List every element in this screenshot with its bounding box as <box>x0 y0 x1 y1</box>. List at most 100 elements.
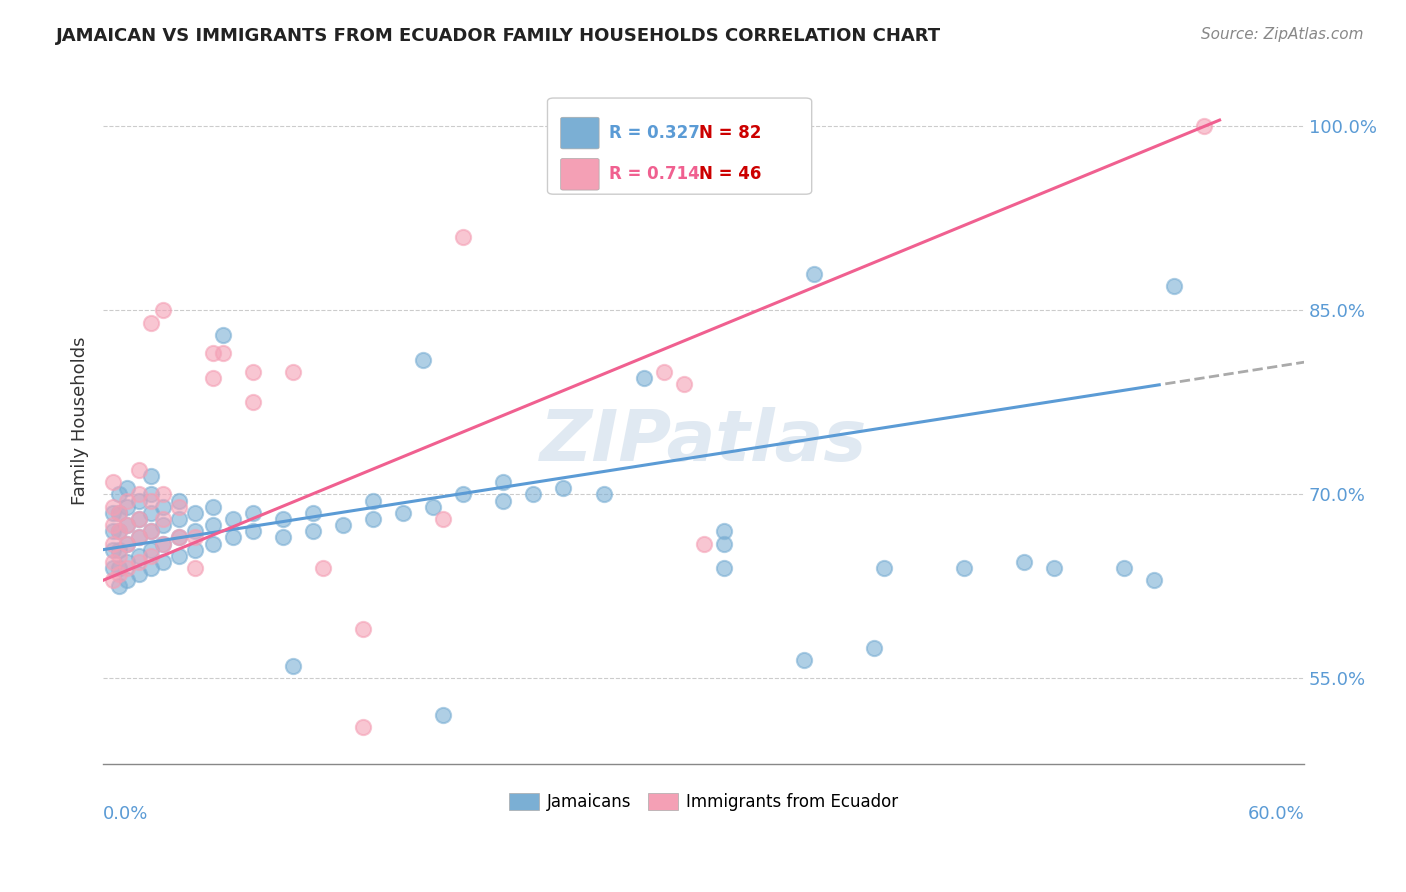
Point <box>115 493 138 508</box>
Point <box>101 500 124 514</box>
Point <box>141 487 163 501</box>
Point <box>422 500 444 514</box>
Point <box>128 487 150 501</box>
Point <box>108 542 131 557</box>
Point <box>108 567 131 582</box>
Point <box>128 512 150 526</box>
Point <box>101 518 124 533</box>
Point <box>167 512 190 526</box>
Point <box>115 574 138 588</box>
Point <box>392 506 415 520</box>
Point <box>1163 279 1185 293</box>
Y-axis label: Family Households: Family Households <box>72 336 89 505</box>
Point <box>115 518 138 533</box>
Point <box>152 518 174 533</box>
Point <box>652 365 675 379</box>
Point <box>352 721 374 735</box>
Point <box>184 524 207 539</box>
FancyBboxPatch shape <box>547 98 811 194</box>
Point <box>141 506 163 520</box>
Point <box>141 524 163 539</box>
Point <box>283 659 305 673</box>
FancyBboxPatch shape <box>561 159 599 190</box>
Point <box>271 530 294 544</box>
Point <box>108 524 131 539</box>
Text: R = 0.714: R = 0.714 <box>609 165 699 183</box>
Point <box>108 524 131 539</box>
Point <box>167 500 190 514</box>
Point <box>862 640 884 655</box>
Point <box>141 469 163 483</box>
Text: JAMAICAN VS IMMIGRANTS FROM ECUADOR FAMILY HOUSEHOLDS CORRELATION CHART: JAMAICAN VS IMMIGRANTS FROM ECUADOR FAMI… <box>56 27 942 45</box>
Point <box>128 493 150 508</box>
Point <box>115 536 138 550</box>
Point <box>128 512 150 526</box>
Point <box>141 316 163 330</box>
Point <box>222 512 245 526</box>
Point <box>1043 561 1066 575</box>
Point <box>108 506 131 520</box>
Point <box>152 303 174 318</box>
Point <box>242 365 264 379</box>
Point <box>115 536 138 550</box>
Point <box>692 536 714 550</box>
Point <box>152 500 174 514</box>
Point <box>184 561 207 575</box>
Point <box>202 346 225 360</box>
Point <box>302 506 325 520</box>
Point <box>128 567 150 582</box>
Point <box>184 542 207 557</box>
Point <box>167 530 190 544</box>
Point <box>212 346 235 360</box>
Point <box>202 536 225 550</box>
Point <box>101 555 124 569</box>
Text: N = 46: N = 46 <box>699 165 761 183</box>
Point <box>1192 120 1215 134</box>
Point <box>492 493 515 508</box>
Point <box>167 549 190 563</box>
Point <box>793 653 815 667</box>
Point <box>115 555 138 569</box>
Text: N = 82: N = 82 <box>699 124 761 142</box>
Point <box>1012 555 1035 569</box>
Point <box>432 512 454 526</box>
Text: R = 0.327: R = 0.327 <box>609 124 700 142</box>
FancyBboxPatch shape <box>561 117 599 149</box>
Text: 0.0%: 0.0% <box>103 805 149 823</box>
Point <box>302 524 325 539</box>
Point <box>141 493 163 508</box>
Point <box>242 506 264 520</box>
Point <box>202 500 225 514</box>
Point <box>101 574 124 588</box>
Point <box>222 530 245 544</box>
Point <box>115 500 138 514</box>
Point <box>492 475 515 490</box>
Point <box>522 487 544 501</box>
Point <box>152 487 174 501</box>
Point <box>242 395 264 409</box>
Point <box>1143 574 1166 588</box>
Point <box>101 506 124 520</box>
Point <box>242 524 264 539</box>
Point <box>453 230 475 244</box>
Legend: Jamaicans, Immigrants from Ecuador: Jamaicans, Immigrants from Ecuador <box>502 786 905 818</box>
Text: ZIPatlas: ZIPatlas <box>540 407 868 476</box>
Point <box>108 487 131 501</box>
Point <box>152 555 174 569</box>
Point <box>184 530 207 544</box>
Text: 60.0%: 60.0% <box>1247 805 1305 823</box>
Point <box>271 512 294 526</box>
Point <box>873 561 896 575</box>
Point <box>713 561 735 575</box>
Point <box>1112 561 1135 575</box>
Point <box>141 549 163 563</box>
Point <box>115 518 138 533</box>
Point <box>128 530 150 544</box>
Point <box>141 524 163 539</box>
Point <box>713 536 735 550</box>
Point <box>212 328 235 343</box>
Point <box>167 530 190 544</box>
Point <box>633 371 655 385</box>
Point <box>553 481 575 495</box>
Point <box>108 561 131 575</box>
